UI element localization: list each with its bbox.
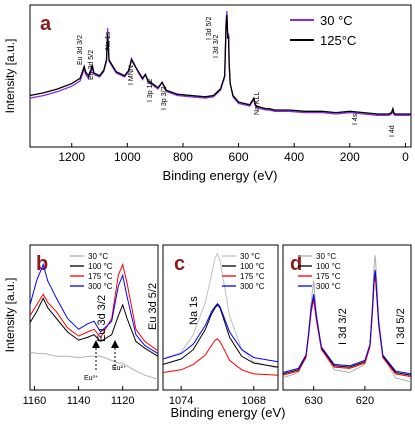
annot-b-arrows: Eu³⁺ Eu²⁺ [84,340,127,382]
legend-label: 300 °C [88,282,113,291]
panel-b-x-ticks: 1160 1140 1120 [23,386,135,407]
annot-d-i3d52: I 3d 5/2 [395,308,407,345]
x-tick-label: 1200 [58,150,85,164]
annot-b-eu3d52: Eu 3d 5/2 [147,283,159,330]
panel-a-annotations: Eu 3d 3/2 Eu 3d 5/2 Na 1s I MNN I 3p 1/2… [77,17,396,137]
x-tick-label: 1120 [111,395,135,407]
arrow-eu3-head [92,340,100,348]
x-tick-label: 620 [356,395,374,407]
x-tick-label: 1140 [67,395,91,407]
annot-c-na1s: Na 1s [188,296,200,325]
annot-eu3: Eu³⁺ [84,375,99,382]
panel-c-series [162,252,279,376]
panel-a-letter: a [40,13,52,35]
legend-label: 300 °C [240,282,265,291]
panel-a-x-ticks: 1200 1000 800 600 400 200 0 [58,143,409,164]
legend-label-125c: 125°C [320,33,356,48]
panel-b-y-label: Intensity [a.u.] [3,278,17,353]
annot-eu3d32: Eu 3d 3/2 [77,35,84,65]
panel-a-frame [29,4,412,148]
legend-label: 100 °C [316,262,341,271]
series-line-3 [282,269,412,375]
panel-a-y-label: Intensity [a.u.] [3,39,17,114]
panel-d-frame [282,244,412,391]
legend-label-30c: 30 °C [320,13,353,28]
x-tick-label: 0 [402,150,409,164]
annot-i4s: I 4s [352,113,359,125]
panel-b-letter: b [36,253,48,275]
legend-label: 100 °C [240,262,265,271]
series-line-3 [162,302,279,363]
series-line-2 [162,338,279,376]
series-line-1 [162,304,279,368]
annot-eu3d52: Eu 3d 5/2 [88,50,95,80]
legend-label: 175 °C [316,272,341,281]
annot-i3d52: I 3d 5/2 [206,17,213,40]
panel-d-series [282,255,412,383]
x-tick-label: 1074 [169,395,193,407]
series-line-1 [29,297,159,357]
panel-b-frame [29,244,159,391]
annot-i3p12: I 3p 1/2 [147,79,154,102]
legend-label: 100 °C [88,262,113,271]
annot-nakll: Na KLL [254,92,261,115]
x-tick-label: 630 [305,395,323,407]
legend-label: 300 °C [316,282,341,291]
series-line-3 [29,262,159,355]
x-tick-label: 1160 [23,395,47,407]
panel-d-letter: d [290,253,302,275]
x-tick-label: 800 [173,150,193,164]
panel-a-legend: 30 °C 125°C [290,13,356,48]
series-line-0 [29,10,411,116]
annot-i4d: I 4d [389,125,396,137]
panel-d-x-ticks: 630 620 [305,386,374,407]
annot-imnn: I MNN [128,65,135,85]
arrow-eu2-head [111,340,119,348]
panel-a: a 1200 1000 800 600 400 200 0 Binding energy (… [3,4,412,183]
x-tick-label: 400 [284,150,304,164]
series-line-1 [29,14,411,115]
annot-eu2: Eu²⁺ [112,365,127,372]
x-tick-label: 600 [229,150,249,164]
legend-label: 30 °C [240,252,260,261]
panel-c-letter: c [174,253,185,275]
annot-b-eu3d32: Eu 3d 3/2 [96,295,108,342]
annot-i3d32: I 3d 3/2 [213,35,220,58]
panel-c-frame [162,244,279,391]
x-tick-label: 200 [340,150,360,164]
legend-label: 175 °C [240,272,265,281]
panel-b: b Intensity [a.u.] 1160 1140 1120 30 °C100… [3,244,159,407]
x-tick-label: 1000 [114,150,141,164]
x-tick-label: 1068 [242,395,266,407]
panel-c-x-ticks: 1074 1068 [169,386,266,407]
annot-na1s: Na 1s [105,31,112,50]
panel-b-series [29,262,159,380]
panel-a-x-label: Binding energy (eV) [163,168,278,183]
legend-label: 175 °C [88,272,113,281]
legend-label: 30 °C [88,252,108,261]
legend-label: 30 °C [316,252,336,261]
series-line-2 [29,262,159,352]
panel-a-series [29,10,411,116]
annot-i3p32: I 3p 3/2 [161,87,168,110]
annot-d-i3d32: I 3d 3/2 [337,308,349,345]
series-line-0 [29,351,159,380]
panel-c-x-label: Binding energy (eV) [171,405,286,420]
